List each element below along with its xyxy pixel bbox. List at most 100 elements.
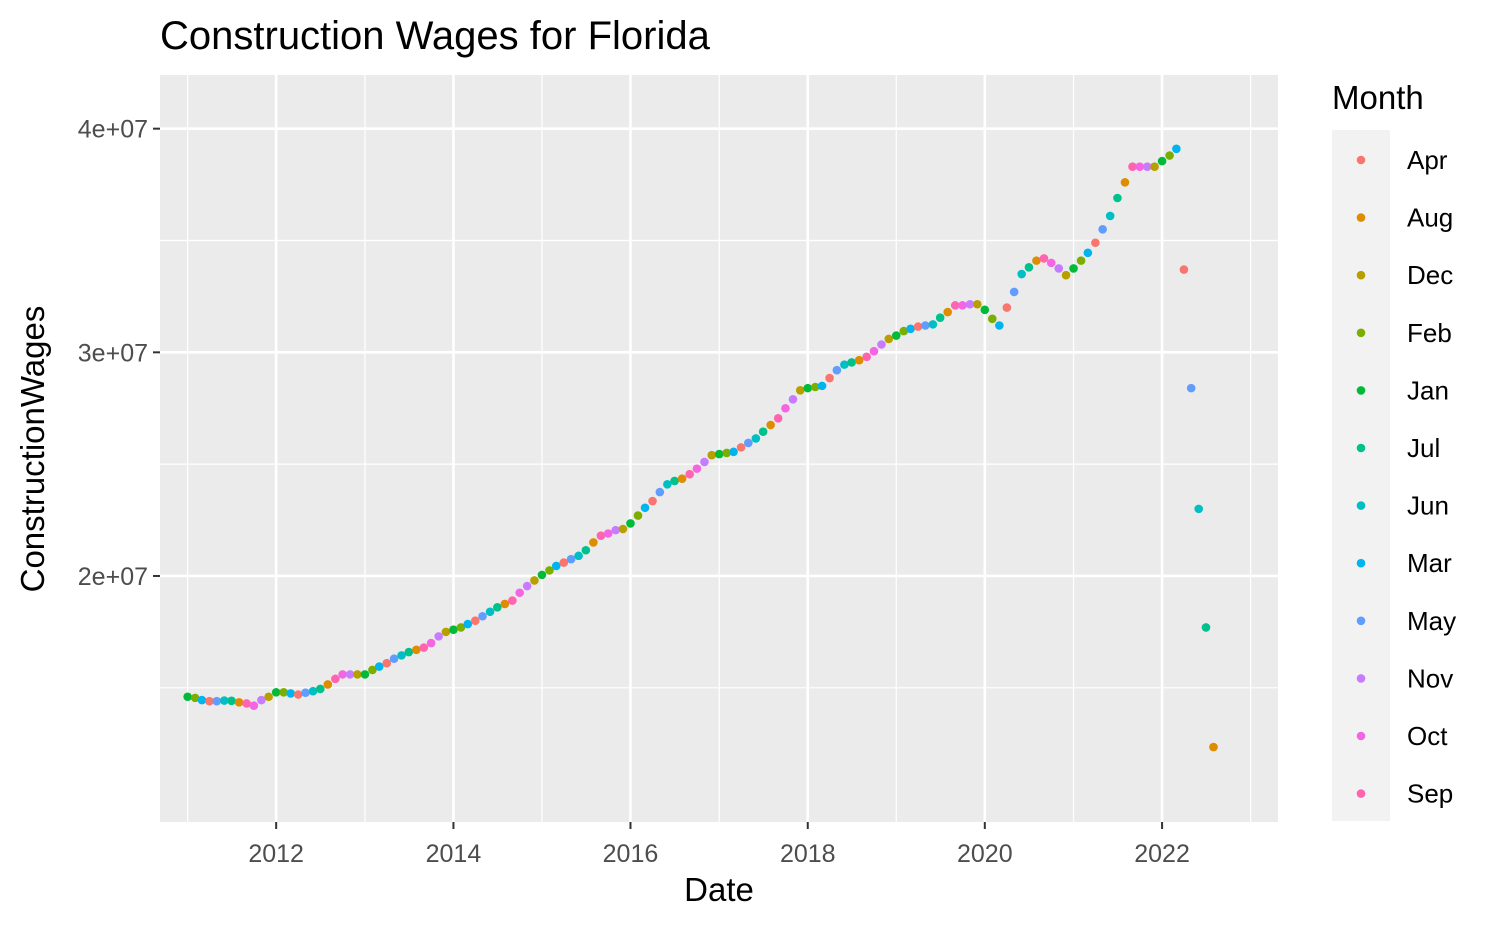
data-point: Apr 2012: 14700000 bbox=[293, 690, 303, 699]
data-point: Oct 2014: 19250000 bbox=[515, 588, 524, 598]
x-tick-label: 2014 bbox=[426, 840, 482, 868]
data-point: Nov 2021: 38300000 bbox=[1142, 162, 1152, 171]
data-point: Jun 2011: 14430000 bbox=[219, 696, 229, 705]
data-point: Dec 2011: 14600000 bbox=[264, 692, 273, 702]
data-point: Sep 2021: 38300000 bbox=[1128, 162, 1137, 171]
legend-key-apr bbox=[1356, 155, 1366, 165]
data-point: Jun 2020: 33500000 bbox=[1017, 269, 1026, 279]
y-tick-label: 2e+07 bbox=[78, 563, 148, 591]
data-point: May 2019: 31200000 bbox=[921, 321, 930, 330]
data-point: Jul 2016: 24250000 bbox=[670, 476, 679, 486]
data-point: Jan 2015: 20050000 bbox=[537, 570, 547, 580]
legend-label-apr: Apr bbox=[1407, 145, 1448, 175]
data-point: Oct 2019: 32100000 bbox=[958, 301, 967, 310]
data-point: Jan 2016: 22350000 bbox=[626, 519, 635, 528]
data-point: Nov 2015: 22050000 bbox=[611, 525, 620, 535]
data-point: Aug 2014: 18750000 bbox=[500, 599, 510, 609]
legend-key-background bbox=[1332, 130, 1390, 821]
data-point: Aug 2021: 37600000 bbox=[1120, 178, 1130, 187]
data-point: Dec 2014: 19800000 bbox=[530, 576, 539, 585]
data-point: Oct 2020: 34000000 bbox=[1046, 258, 1056, 268]
data-point: May 2022: 28400000 bbox=[1186, 383, 1196, 393]
legend-key-oct bbox=[1356, 731, 1366, 741]
data-point: Sep 2016: 24550000 bbox=[685, 469, 694, 479]
legend-label-dec: Dec bbox=[1407, 260, 1453, 290]
data-point: Jun 2017: 26150000 bbox=[751, 434, 761, 443]
data-point: Dec 2013: 17500000 bbox=[441, 627, 451, 637]
data-point: May 2012: 14780000 bbox=[301, 688, 310, 698]
x-tick-label: 2020 bbox=[957, 840, 1013, 868]
legend-key-aug bbox=[1356, 213, 1366, 222]
data-point: Jan 2011: 14600000 bbox=[183, 692, 192, 702]
data-point: Sep 2018: 29800000 bbox=[862, 352, 871, 362]
legend-label-nov: Nov bbox=[1407, 663, 1453, 693]
data-point: Jul 2019: 31550000 bbox=[935, 313, 945, 322]
data-point: Feb 2018: 28450000 bbox=[810, 382, 820, 392]
major-gridlines bbox=[160, 75, 1278, 822]
data-point: Jul 2022: 17700000 bbox=[1201, 623, 1211, 632]
data-point: Jan 2013: 15600000 bbox=[360, 670, 370, 679]
data-point: Mar 2013: 15950000 bbox=[374, 662, 384, 671]
legend-label-may: May bbox=[1407, 606, 1456, 636]
data-point: Oct 2012: 15600000 bbox=[338, 670, 347, 679]
data-point: Sep 2011: 14300000 bbox=[242, 699, 251, 708]
minor-gridlines bbox=[160, 75, 1278, 822]
data-point: Mar 2022: 39100000 bbox=[1172, 144, 1181, 154]
data-point: Feb 2014: 17700000 bbox=[456, 623, 466, 632]
legend-label-jul: Jul bbox=[1407, 433, 1440, 463]
data-point: Jun 2015: 20900000 bbox=[574, 551, 583, 561]
data-point: Dec 2021: 38300000 bbox=[1150, 162, 1159, 171]
data-point: Apr 2015: 20600000 bbox=[559, 558, 569, 567]
data-point: Jun 2016: 24100000 bbox=[663, 479, 672, 489]
data-point: Mar 2018: 28500000 bbox=[817, 381, 827, 391]
data-point: Mar 2020: 31200000 bbox=[995, 321, 1004, 330]
x-tick-label: 2012 bbox=[248, 840, 304, 868]
data-point: Aug 2015: 21500000 bbox=[589, 538, 598, 547]
data-point: Apr 2013: 16100000 bbox=[382, 658, 392, 668]
data-point: Nov 2012: 15600000 bbox=[345, 670, 355, 679]
data-point: Jul 2021: 36900000 bbox=[1113, 193, 1122, 203]
data-point: Feb 2015: 20250000 bbox=[545, 566, 554, 575]
data-point: Feb 2012: 14800000 bbox=[279, 687, 288, 697]
data-point: Dec 2019: 32150000 bbox=[972, 299, 982, 309]
y-axis: 4e+07 3e+07 2e+07 bbox=[78, 116, 160, 591]
data-point: Jul 2011: 14420000 bbox=[227, 696, 236, 706]
legend-label-jun: Jun bbox=[1407, 491, 1449, 521]
data-point: Oct 2021: 38300000 bbox=[1135, 162, 1145, 171]
data-point: Apr 2011: 14400000 bbox=[205, 696, 214, 706]
data-point: Nov 2020: 33750000 bbox=[1054, 264, 1064, 273]
data-point: Oct 2013: 17000000 bbox=[426, 638, 436, 648]
legend-entries: Apr Aug Dec Feb Jan Jul Jun Mar May Nov Oct Sep bbox=[1356, 145, 1456, 809]
data-point: Feb 2013: 15800000 bbox=[368, 665, 377, 675]
data-point: Jan 2021: 33750000 bbox=[1069, 264, 1078, 273]
x-tick-label: 2016 bbox=[603, 840, 659, 868]
data-point: Jul 2013: 16600000 bbox=[404, 647, 414, 657]
data-point: Sep 2012: 15400000 bbox=[331, 674, 340, 684]
legend: Month Apr Aug Dec Feb Jan Jul Jun Mar May Nov Oct S… bbox=[1332, 79, 1456, 821]
data-point: Apr 2017: 25750000 bbox=[736, 443, 746, 452]
legend-key-mar bbox=[1356, 558, 1366, 568]
data-point: Feb 2017: 25500000 bbox=[722, 448, 732, 458]
data-point: Jun 2014: 18400000 bbox=[485, 607, 495, 617]
data-point: Jan 2014: 17600000 bbox=[449, 625, 458, 634]
legend-key-nov bbox=[1356, 674, 1366, 683]
legend-key-jul bbox=[1356, 443, 1366, 453]
data-point: Jan 2020: 31900000 bbox=[980, 305, 990, 315]
data-point: Feb 2016: 22700000 bbox=[633, 511, 643, 520]
data-point: Jan 2012: 14800000 bbox=[271, 687, 281, 697]
data-point: Dec 2018: 30600000 bbox=[884, 334, 894, 344]
data-point: Dec 2012: 15600000 bbox=[353, 670, 362, 679]
data-point: Mar 2019: 31050000 bbox=[906, 324, 915, 334]
legend-key-may bbox=[1356, 616, 1366, 626]
data-point: Mar 2015: 20450000 bbox=[551, 561, 561, 571]
data-point: Jun 2022: 23000000 bbox=[1194, 504, 1203, 514]
legend-label-aug: Aug bbox=[1407, 203, 1453, 233]
data-point: Oct 2011: 14200000 bbox=[249, 701, 259, 711]
data-point: May 2020: 32700000 bbox=[1009, 287, 1019, 297]
y-tick-label: 4e+07 bbox=[78, 116, 148, 144]
data-point: Mar 2017: 25550000 bbox=[729, 447, 738, 457]
legend-key-feb bbox=[1356, 328, 1366, 338]
data-point: Nov 2019: 32150000 bbox=[965, 299, 975, 309]
data-point: Aug 2016: 24350000 bbox=[677, 474, 687, 483]
data-point: Aug 2013: 16700000 bbox=[412, 645, 421, 655]
